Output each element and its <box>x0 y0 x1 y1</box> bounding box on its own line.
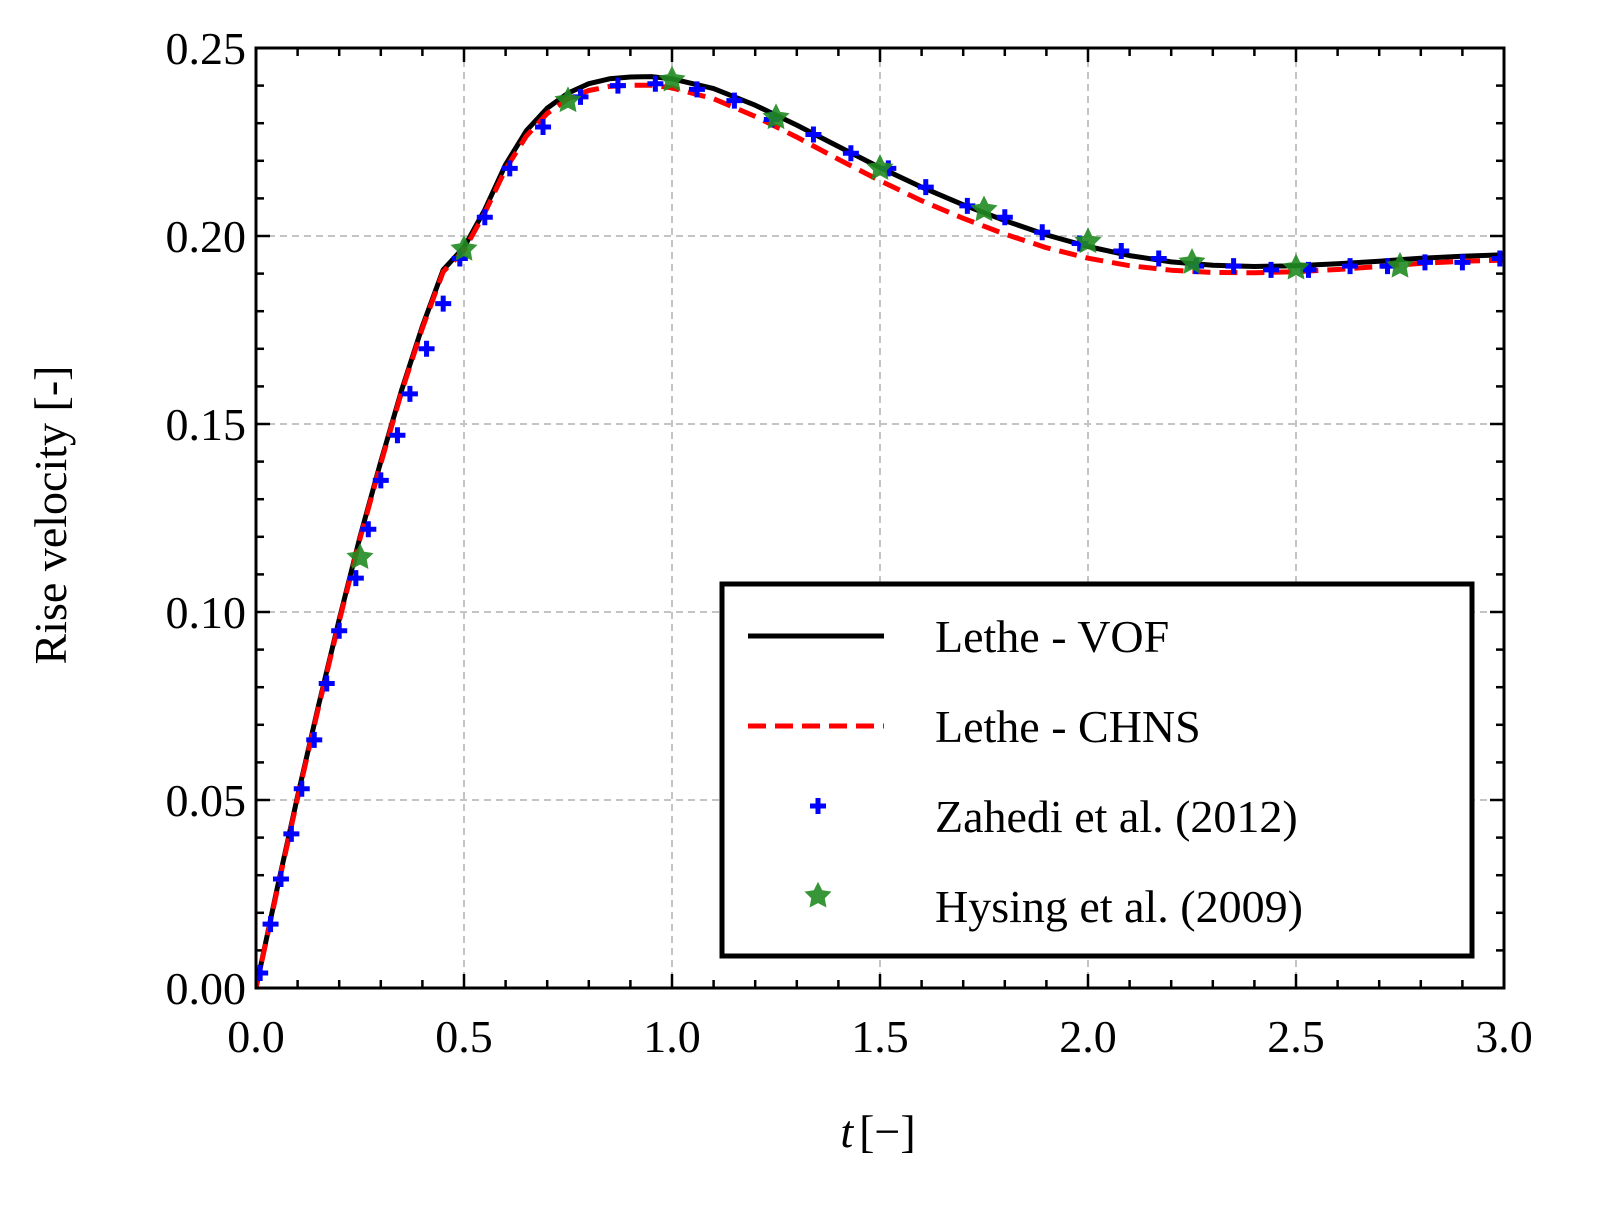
y-tick-label: 0.20 <box>166 211 247 262</box>
legend-star-marker <box>804 881 832 908</box>
legend-swatch-hysing <box>804 881 832 908</box>
y-tick-label: 0.05 <box>166 775 247 826</box>
x-tick-label: 0.5 <box>435 1011 493 1062</box>
legend-label-zahedi: Zahedi et al. (2012) <box>935 791 1298 842</box>
y-tick-label: 0.25 <box>166 23 247 74</box>
legend-label-chns: Lethe - CHNS <box>935 701 1201 752</box>
zahedi-data-point <box>435 295 452 312</box>
hysing-data-point <box>450 234 478 261</box>
zahedi-data-point <box>372 472 389 489</box>
legend-label-hysing: Hysing et al. (2009) <box>935 881 1303 932</box>
hysing-data-point <box>658 65 686 92</box>
zahedi-data-point <box>1416 254 1433 271</box>
x-tick-label: 1.0 <box>643 1011 701 1062</box>
x-tick-label: 0.0 <box>227 1011 285 1062</box>
zahedi-data-point <box>996 209 1013 226</box>
zahedi-data-point <box>306 731 323 748</box>
zahedi-data-point <box>1454 254 1471 271</box>
zahedi-data-point <box>318 675 335 692</box>
tick-labels: 0.0 0.5 1.0 1.5 2.0 2.5 3.0 0.00 0.05 0.10 0.15 0.2… <box>166 23 1533 1062</box>
zahedi-data-point <box>647 75 664 92</box>
zahedi-data-point <box>726 92 743 109</box>
zahedi-data-point <box>805 126 822 143</box>
x-axis-label-unit: [−] <box>859 1106 916 1157</box>
zahedi-data-point <box>1034 224 1051 241</box>
legend: Lethe - VOF Lethe - CHNS Zahedi et al. (… <box>719 581 1475 959</box>
hysing-data-point <box>1386 251 1414 278</box>
hysing-data-point <box>1074 227 1102 254</box>
y-tick-label: 0.00 <box>166 963 247 1014</box>
legend-entry-chns: Lethe - CHNS <box>748 701 1201 752</box>
zahedi-data-point <box>418 340 435 357</box>
zahedi-data-point <box>688 81 705 98</box>
hysing-data-point <box>554 86 582 113</box>
zahedi-data-point <box>917 179 934 196</box>
x-tick-label: 2.0 <box>1059 1011 1117 1062</box>
zahedi-data-point <box>842 145 859 162</box>
legend-entry-zahedi: Zahedi et al. (2012) <box>810 791 1298 842</box>
zahedi-data-point <box>1150 250 1167 267</box>
chns-series-line <box>256 82 1504 988</box>
zahedi-data-point <box>1113 243 1130 260</box>
zahedi-data-point <box>256 964 269 981</box>
y-axis-label: Rise velocity [-] <box>25 366 76 665</box>
zahedi-data-point <box>1225 258 1242 275</box>
y-tick-label: 0.15 <box>166 399 247 450</box>
x-tick-label: 2.5 <box>1267 1011 1325 1062</box>
series-3 <box>346 65 1414 570</box>
zahedi-data-point <box>1491 250 1504 267</box>
zahedi-data-point <box>347 570 364 587</box>
legend-label-vof: Lethe - VOF <box>935 611 1169 662</box>
zahedi-data-point <box>535 118 552 135</box>
hysing-data-point <box>970 195 998 222</box>
zahedi-data-point <box>476 209 493 226</box>
plot-frame <box>254 46 1506 990</box>
hysing-data-point <box>866 154 894 180</box>
x-tick-label: 1.5 <box>851 1011 909 1062</box>
legend-entry-vof: Lethe - VOF <box>748 611 1169 662</box>
hysing-data-point <box>1178 248 1206 274</box>
zahedi-data-point <box>389 427 406 444</box>
legend-box <box>719 581 1475 959</box>
hysing-data-point <box>1282 253 1310 280</box>
x-axis-label-variable: t <box>840 1106 854 1157</box>
zahedi-data-point <box>501 160 518 177</box>
zahedi-data-point <box>401 385 418 402</box>
x-tick-label: 3.0 <box>1475 1011 1533 1062</box>
legend-entry-hysing: Hysing et al. (2009) <box>804 881 1303 932</box>
hysing-data-point <box>762 103 790 130</box>
zahedi-data-point <box>283 825 300 842</box>
series-layer <box>256 65 1504 988</box>
hysing-data-point <box>346 543 374 570</box>
zahedi-data-point <box>293 780 310 797</box>
legend-swatch-zahedi <box>810 798 826 814</box>
zahedi-data-point <box>1342 258 1359 275</box>
zahedi-data-point <box>262 916 279 933</box>
zahedi-data-point <box>272 870 289 887</box>
x-axis-label: t [−] <box>840 1106 915 1157</box>
zahedi-data-point <box>1263 261 1280 278</box>
y-tick-label: 0.10 <box>166 587 247 638</box>
zahedi-data-point <box>331 622 348 639</box>
series-1 <box>256 82 1504 988</box>
zahedi-data-point <box>609 77 626 94</box>
zahedi-data-point <box>360 521 377 538</box>
